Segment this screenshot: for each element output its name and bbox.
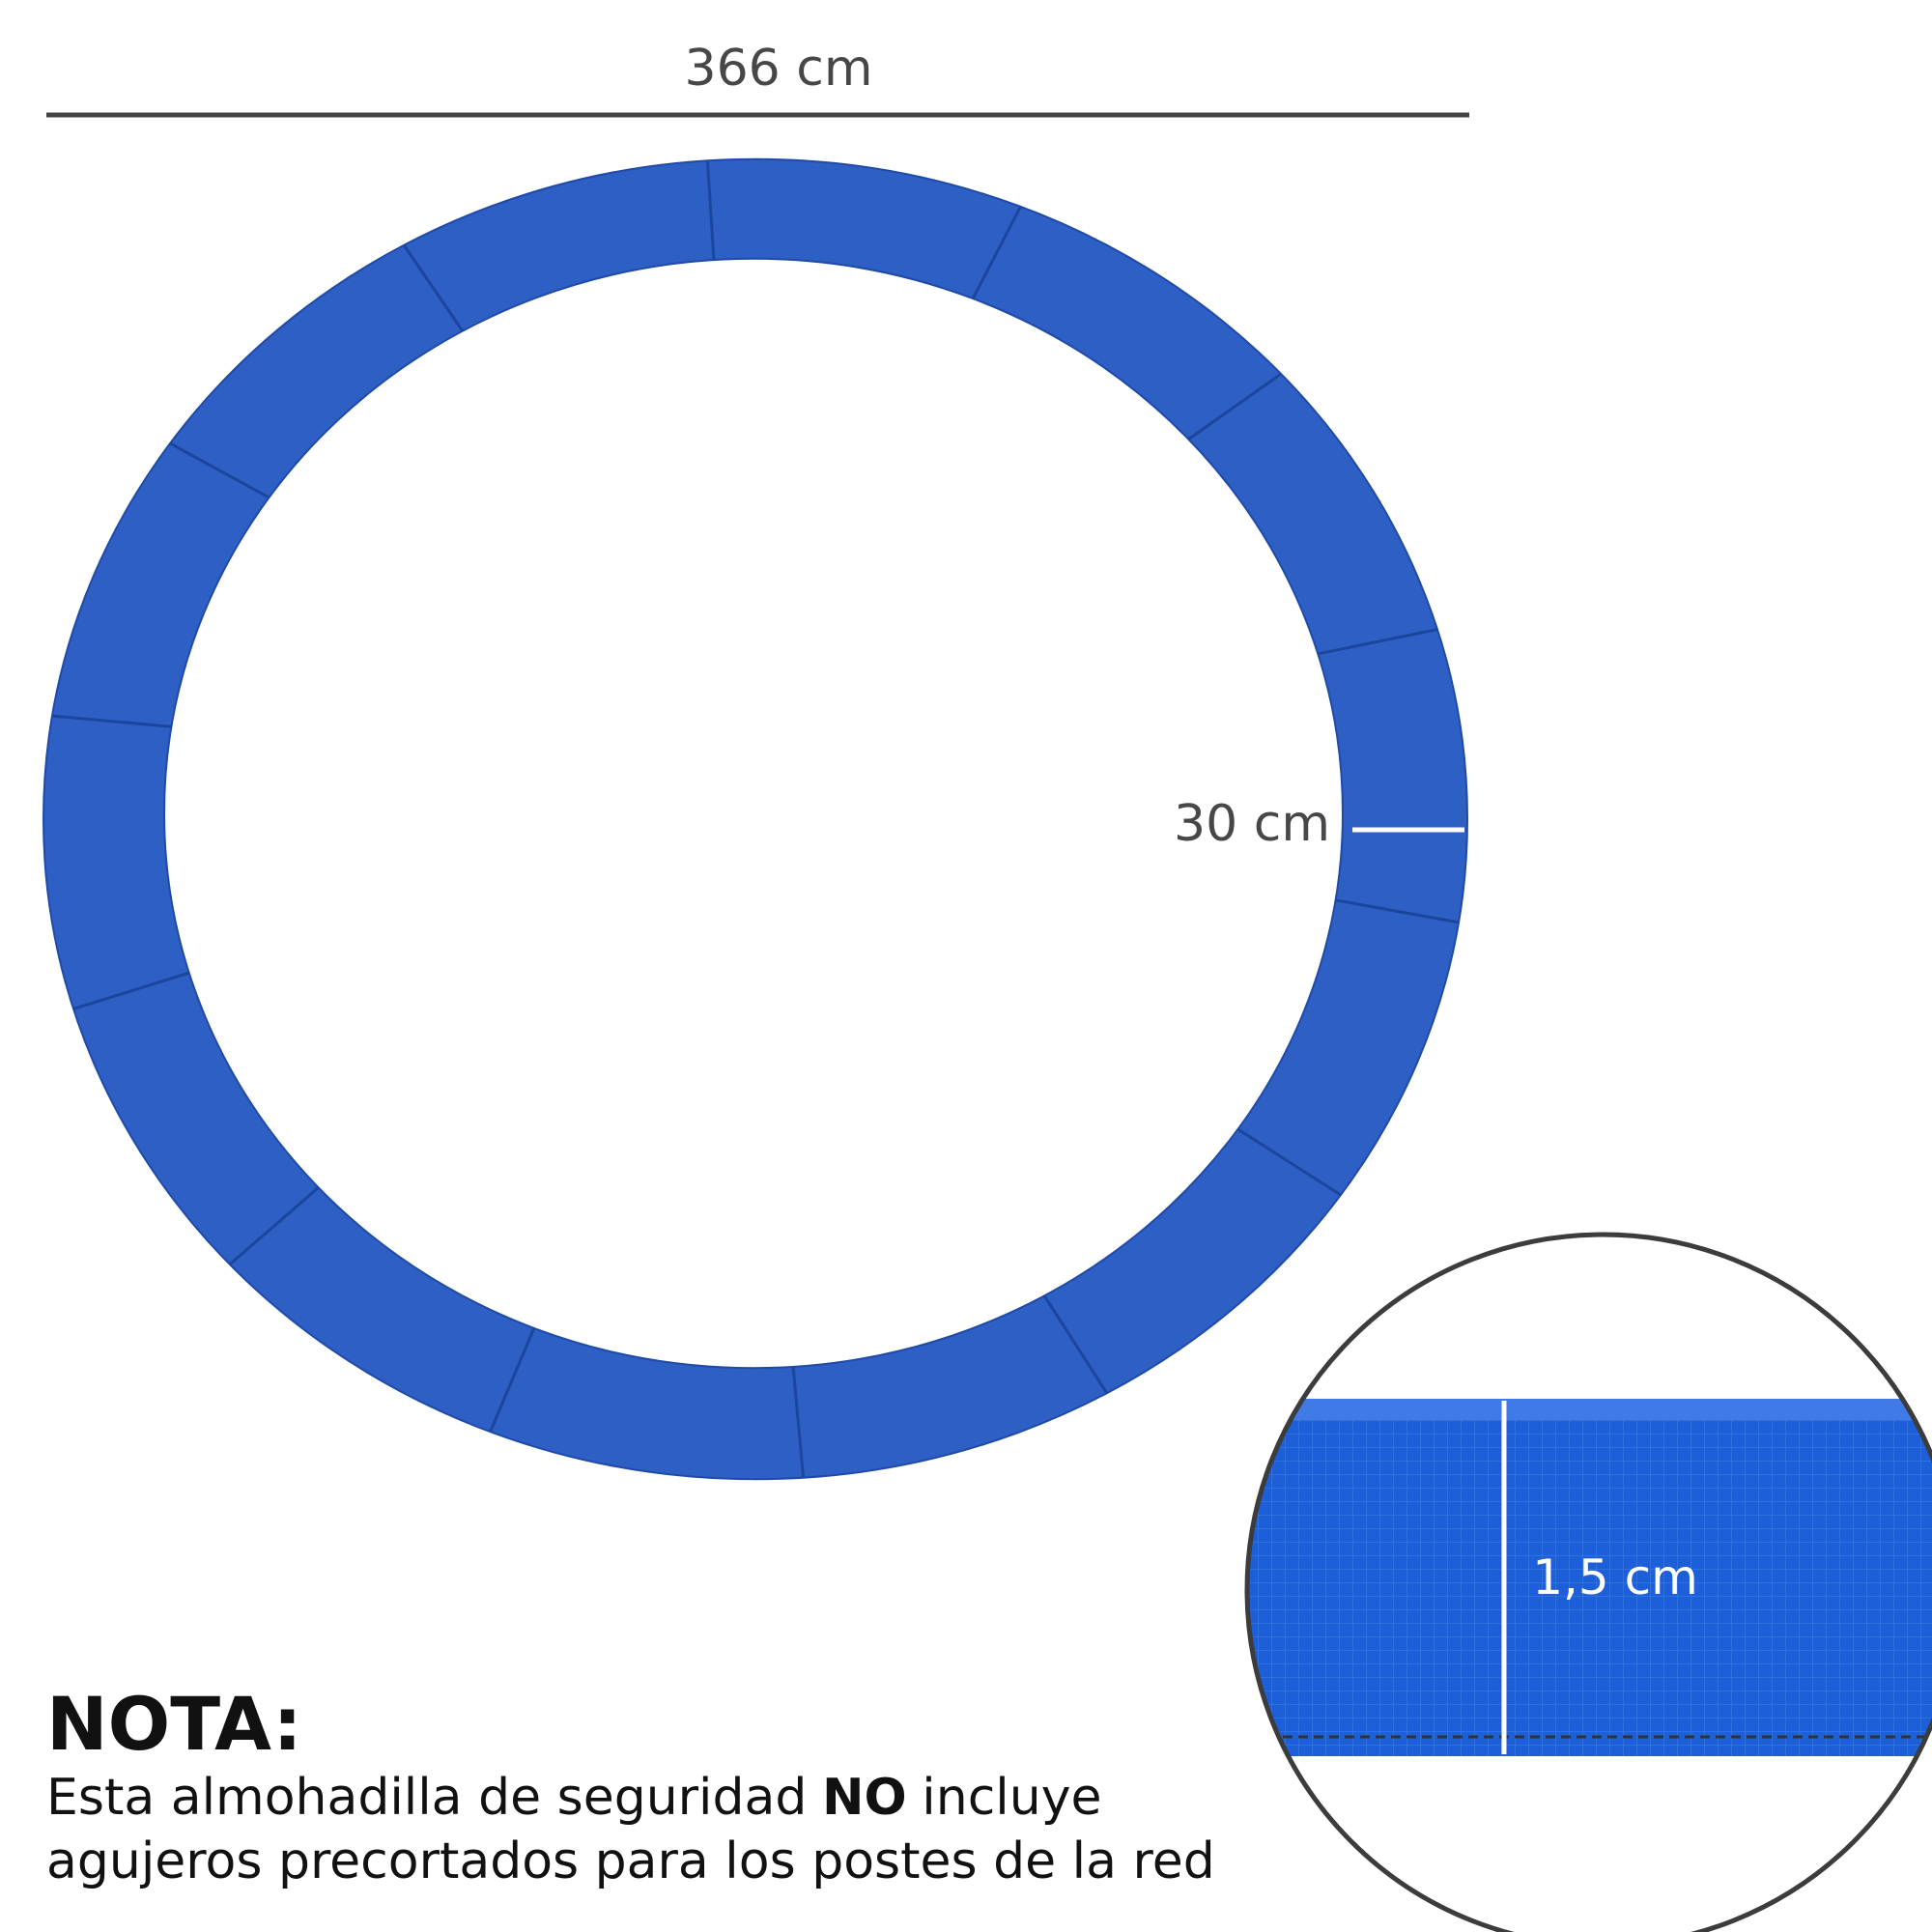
seam bbox=[791, 1366, 806, 1478]
seam bbox=[971, 206, 1022, 299]
note-title: NOTA: bbox=[46, 1681, 302, 1767]
seam bbox=[1042, 1294, 1108, 1394]
pad-ring bbox=[42, 158, 1469, 1480]
width-label: 30 cm bbox=[1174, 795, 1330, 853]
seam bbox=[1236, 1127, 1342, 1197]
zoom-detail bbox=[1247, 1399, 1932, 1756]
seam bbox=[1335, 898, 1460, 924]
seam bbox=[1317, 628, 1438, 656]
seam bbox=[1187, 372, 1282, 440]
seam bbox=[489, 1327, 536, 1433]
note-line: Esta almohadilla de seguridad NO incluye bbox=[46, 1766, 1215, 1830]
seam bbox=[403, 244, 465, 332]
zoom-frame bbox=[1244, 1232, 1932, 1932]
seams bbox=[51, 160, 1460, 1478]
seam bbox=[229, 1186, 320, 1265]
diameter-label: 366 cm bbox=[684, 40, 872, 98]
seam bbox=[169, 441, 270, 499]
seam bbox=[51, 714, 172, 728]
seam bbox=[72, 971, 190, 1010]
note-line: agujeros precortados para los postes de … bbox=[46, 1833, 1215, 1890]
note-bold: NO bbox=[821, 1769, 907, 1827]
thickness-label: 1,5 cm bbox=[1532, 1549, 1698, 1605]
note-text: incluye bbox=[922, 1769, 1102, 1827]
note-text: Esta almohadilla de seguridad bbox=[46, 1769, 808, 1827]
note: NOTA: Esta almohadilla de seguridad NO inc… bbox=[46, 1683, 1215, 1893]
seam bbox=[705, 160, 716, 261]
